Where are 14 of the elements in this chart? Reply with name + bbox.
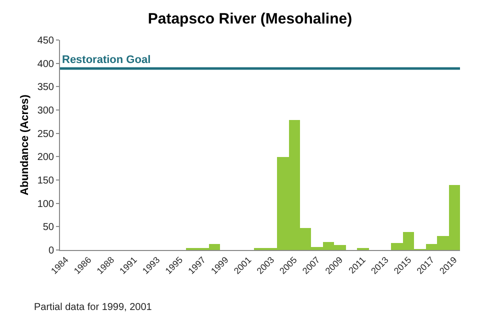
- y-axis-title: Abundance (Acres): [19, 94, 31, 196]
- y-tick-label: 100: [37, 198, 54, 210]
- y-tick-label: 250: [37, 128, 54, 140]
- y-tick-label: 350: [37, 82, 54, 94]
- y-tick-label: 300: [37, 106, 54, 116]
- y-tick-label: 450: [37, 36, 54, 46]
- ref-line-label: Restoration Goal: [62, 54, 151, 66]
- y-tick-label: 150: [37, 176, 54, 186]
- y-tick-label: 400: [37, 58, 54, 70]
- y-tick-label: 200: [37, 152, 54, 164]
- chart-title: Patapsco River (Mesohaline): [148, 10, 352, 28]
- text: Partial data for 1999, 2001: [34, 302, 152, 313]
- y-tick-label: 50: [42, 222, 54, 234]
- y-tick-label: 0: [48, 246, 54, 256]
